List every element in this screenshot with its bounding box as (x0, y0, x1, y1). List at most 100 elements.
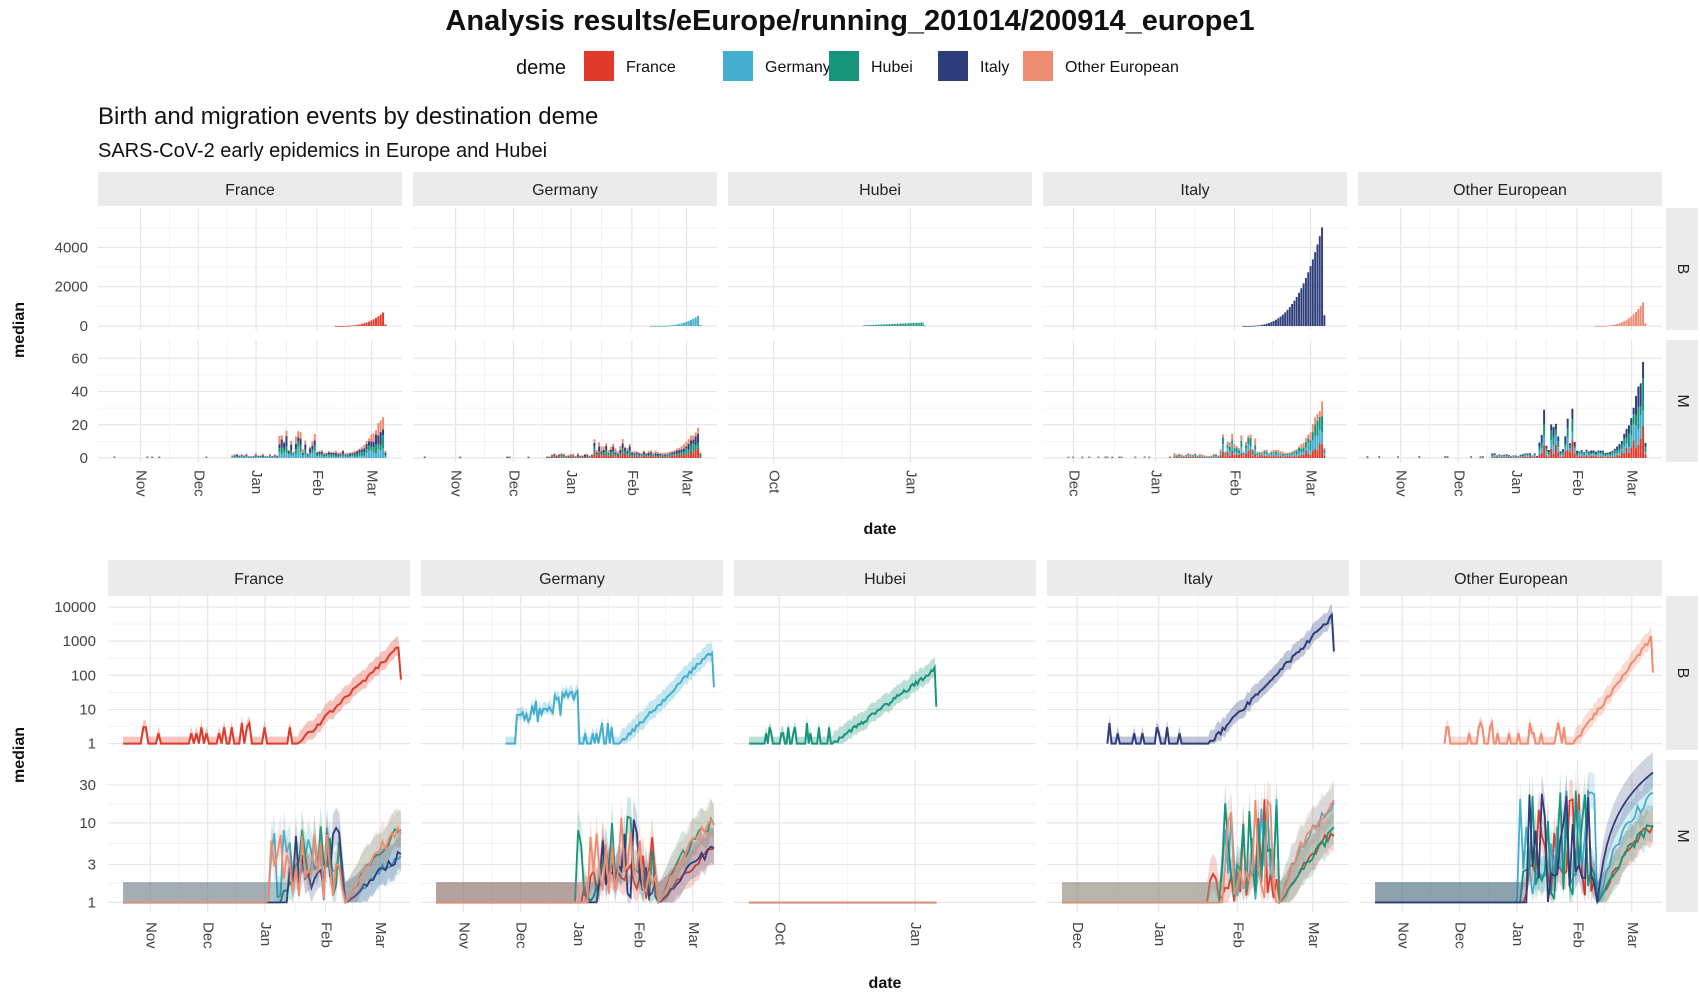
bar-segment (287, 453, 290, 455)
x-tick-label: Jan (563, 470, 580, 494)
bar-segment (1277, 456, 1280, 458)
bar-segment (1106, 457, 1109, 459)
bar-segment (1561, 451, 1564, 454)
bar-segment (1514, 456, 1517, 458)
bar-segment (1215, 457, 1217, 458)
bar-segment (1182, 457, 1185, 458)
bar-segment (1470, 456, 1473, 458)
bar (1318, 236, 1321, 326)
chart-title: Analysis results/eEurope/running_201014/… (445, 5, 1254, 37)
bar-segment (1583, 455, 1586, 457)
bar-segment (1597, 451, 1600, 454)
bar-segment (1226, 441, 1229, 446)
bar-segment (1295, 454, 1298, 457)
bar-segment (365, 443, 368, 450)
bar-segment (1134, 456, 1137, 458)
bar-segment (1323, 455, 1326, 458)
bar-segment (1510, 457, 1513, 458)
bar-segment (579, 457, 582, 458)
bar-segment (1263, 455, 1266, 458)
legend-swatch-other-european (1023, 51, 1053, 81)
bar-segment (692, 439, 695, 444)
bar-segment (1642, 362, 1645, 379)
bar-segment (548, 457, 551, 459)
bar-segment (1583, 456, 1586, 458)
bar-segment (1543, 435, 1546, 446)
bar-segment (266, 457, 269, 458)
bar-segment (595, 455, 598, 458)
bar (1268, 322, 1270, 326)
bar-segment (1067, 456, 1070, 458)
series-line (123, 825, 402, 905)
bar-segment (551, 454, 553, 456)
facet-strip-germany (421, 560, 723, 596)
bar-segment (1602, 454, 1604, 457)
bar-segment (252, 457, 255, 458)
bar (871, 324, 873, 326)
facet-strip-label: Other European (1453, 182, 1567, 199)
bar-segment (290, 440, 293, 445)
bar-segment (1249, 449, 1252, 458)
bar-segment (1496, 456, 1498, 457)
bar-segment (1196, 455, 1199, 457)
bar-segment (1134, 456, 1137, 457)
bar-segment (1323, 448, 1326, 450)
bar-segment (1507, 456, 1510, 458)
bar-segment (1639, 415, 1642, 439)
bar-segment (1072, 457, 1075, 458)
bar-segment (1625, 443, 1628, 448)
bar-segment (1235, 447, 1238, 453)
bar-segment (292, 453, 295, 455)
bar-segment (337, 454, 340, 456)
bar-segment (1134, 457, 1137, 458)
bar-segment (1536, 457, 1539, 458)
bar-segment (151, 456, 154, 458)
bar-segment (635, 451, 638, 453)
bar-segment (574, 457, 577, 458)
bar-segment (600, 451, 603, 454)
bar-segment (1479, 456, 1482, 458)
x-tick-label: Dec (1065, 470, 1082, 497)
bar-segment (1235, 452, 1238, 455)
bar-segment (1201, 456, 1204, 458)
bar-segment (375, 434, 377, 445)
bar-segment (261, 457, 264, 458)
bar-segment (257, 457, 260, 458)
bar-segment (661, 454, 664, 456)
bar-segment (370, 450, 373, 458)
bar-segment (576, 454, 579, 456)
bar-segment (694, 436, 697, 446)
facet-strip-label: Hubei (864, 571, 906, 588)
bar-segment (269, 456, 271, 458)
bar-segment (673, 455, 676, 458)
bar-segment (261, 453, 264, 456)
bar-segment (1505, 455, 1508, 456)
ci-band (123, 805, 401, 903)
bar-segment (292, 455, 295, 458)
bar-segment (654, 455, 657, 457)
bar-segment (283, 452, 286, 458)
bar-segment (1531, 456, 1534, 457)
bar-segment (678, 455, 681, 458)
bar (1295, 296, 1298, 326)
x-tick-label: Oct (771, 922, 788, 946)
bar (1599, 325, 1602, 327)
bar-segment (576, 453, 579, 455)
bar-segment (565, 456, 568, 457)
bar (1277, 318, 1280, 326)
bar (1279, 316, 1282, 326)
bar-segment (1500, 457, 1503, 458)
bar (339, 325, 342, 327)
bar-segment (1620, 444, 1623, 449)
bar-segment (1173, 453, 1176, 455)
bar-segment (1566, 418, 1569, 429)
bar-segment (631, 454, 634, 457)
y-tick-label: 10 (79, 701, 96, 718)
bar-segment (379, 445, 382, 451)
bar-segment (280, 435, 283, 440)
bar-segment (591, 455, 594, 456)
y-tick-label: 0 (80, 318, 88, 335)
bar-segment (555, 454, 558, 457)
bar (863, 325, 865, 327)
bar-segment (1270, 456, 1273, 458)
